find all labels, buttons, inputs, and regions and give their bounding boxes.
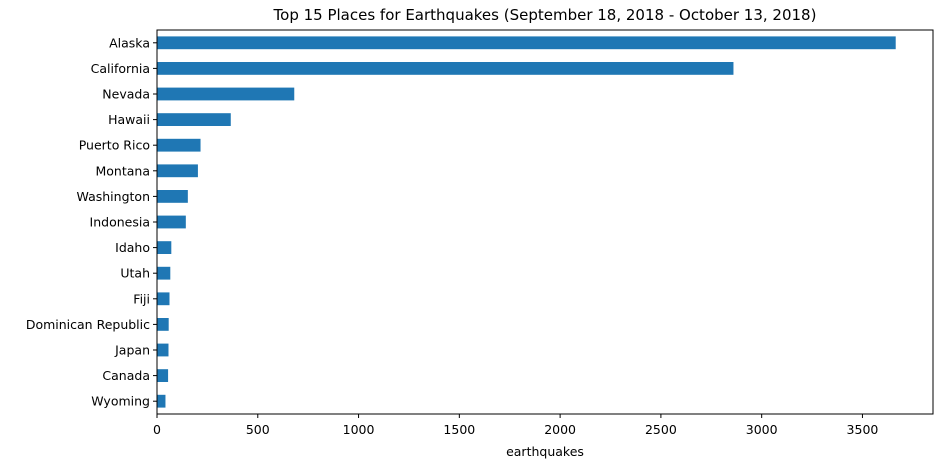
x-axis: 0 500 1000 1500 2000 2500 3000 3500 [153, 414, 878, 437]
x-tick-label: 1000 [343, 422, 375, 437]
y-tick-label: Indonesia [90, 215, 150, 230]
y-tick-label: Canada [102, 368, 150, 383]
y-tick-label: Japan [114, 343, 150, 358]
bar-wyoming [157, 394, 166, 408]
bar-washington [157, 190, 188, 203]
bar-alaska [157, 36, 896, 50]
chart-title: Top 15 Places for Earthquakes (September… [273, 6, 817, 24]
y-axis: Alaska California Nevada Hawaii Puerto Rico M… [26, 35, 157, 409]
bar-idaho [157, 241, 172, 254]
bar-indonesia [157, 215, 186, 229]
bar-montana [157, 164, 198, 178]
bar-canada [157, 369, 169, 382]
bar-utah [157, 266, 171, 280]
x-tick-label: 3000 [746, 422, 778, 437]
y-tick-label: Utah [120, 266, 150, 281]
bar-japan [157, 343, 169, 357]
y-tick-label: Montana [96, 163, 151, 178]
y-tick-label: Nevada [102, 87, 150, 102]
x-tick-label: 1500 [443, 422, 475, 437]
bar-california [157, 62, 734, 75]
bars-group [157, 36, 896, 408]
x-tick-label: 2000 [544, 422, 576, 437]
y-tick-label: Washington [77, 189, 150, 204]
y-tick-label: California [91, 61, 150, 76]
y-tick-label: Alaska [109, 35, 150, 50]
x-axis-label: earthquakes [506, 444, 584, 459]
bar-puerto-rico [157, 138, 201, 152]
x-tick-label: 3500 [847, 422, 879, 437]
x-tick-label: 0 [153, 422, 161, 437]
x-tick-label: 2500 [645, 422, 677, 437]
x-tick-label: 500 [246, 422, 270, 437]
y-tick-label: Idaho [115, 240, 150, 255]
bar-hawaii [157, 113, 231, 126]
y-tick-label: Puerto Rico [79, 138, 150, 153]
plot-frame [156, 29, 934, 415]
bar-fiji [157, 292, 170, 306]
y-tick-label: Wyoming [91, 394, 150, 409]
y-tick-label: Fiji [133, 291, 150, 306]
y-tick-label: Dominican Republic [26, 317, 150, 332]
bar-nevada [157, 87, 295, 101]
y-tick-label: Hawaii [108, 112, 150, 127]
bar-dominican-republic [157, 318, 169, 331]
